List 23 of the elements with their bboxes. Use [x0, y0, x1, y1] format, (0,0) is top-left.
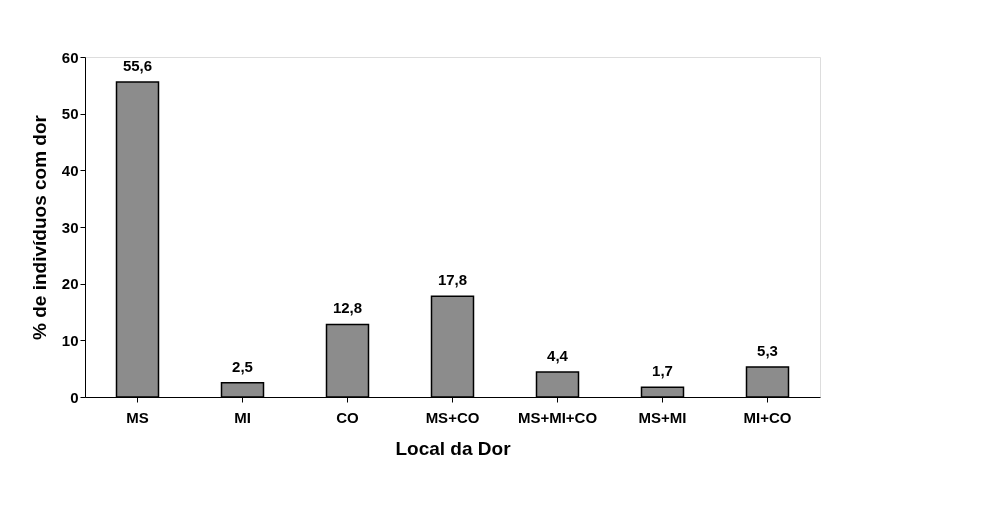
data-label: 12,8: [332, 299, 363, 317]
x-tick-label: MS+CO: [425, 408, 480, 426]
y-axis-title: % de indivíduos com dor: [28, 114, 50, 340]
data-label: 5,3: [757, 341, 778, 359]
x-axis-title: Local da Dor: [395, 437, 512, 459]
y-tick-label: 20: [61, 275, 79, 293]
x-tick-label: CO: [336, 408, 360, 426]
y-tick-label: 50: [61, 105, 79, 123]
y-tick-label: 60: [61, 48, 79, 66]
x-tick-label: MS+MI: [638, 408, 687, 426]
x-tick-label: MI+CO: [743, 408, 792, 426]
x-tick-label: MI: [234, 408, 251, 426]
data-label: 2,5: [232, 357, 253, 375]
data-label: 55,6: [122, 56, 153, 74]
x-tick-label: MS+MI+CO: [517, 408, 598, 426]
y-tick-label: 10: [61, 331, 79, 349]
data-label: 4,4: [547, 347, 569, 365]
y-tick-label: 40: [61, 161, 79, 179]
y-tick-label: 30: [61, 218, 79, 236]
data-label: 1,7: [652, 362, 673, 380]
x-tick-label: MS: [126, 408, 149, 426]
y-tick-label: 0: [70, 388, 79, 406]
data-label: 17,8: [437, 271, 468, 289]
